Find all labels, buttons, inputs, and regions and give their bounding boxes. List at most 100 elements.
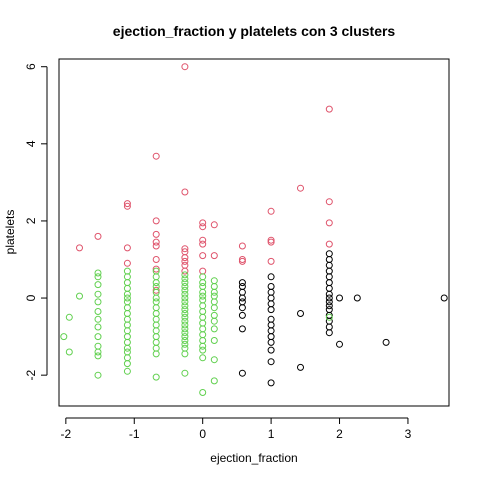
scatter-point-cluster-1 xyxy=(238,304,246,312)
scatter-point-cluster-2 xyxy=(152,230,160,238)
scatter-point-cluster-2 xyxy=(210,252,218,260)
scatter-point-cluster-2 xyxy=(199,267,207,275)
scatter-point-cluster-3 xyxy=(94,273,102,281)
scatter-point-cluster-3 xyxy=(94,352,102,360)
scatter-point-cluster-1 xyxy=(267,306,275,314)
scatter-point-cluster-2 xyxy=(152,242,160,250)
scatter-point-cluster-2 xyxy=(238,242,246,250)
scatter-point-cluster-3 xyxy=(210,277,218,285)
scatter-point-cluster-3 xyxy=(210,298,218,306)
scatter-point-cluster-3 xyxy=(152,327,160,335)
scatter-point-cluster-3 xyxy=(181,325,189,333)
scatter-point-cluster-3 xyxy=(181,290,189,298)
scatter-point-cluster-2 xyxy=(325,105,333,113)
scatter-point-cluster-3 xyxy=(210,283,218,290)
scatter-point-cluster-3 xyxy=(94,342,102,350)
scatter-point-cluster-3 xyxy=(210,356,218,364)
scatter-point-cluster-3 xyxy=(181,286,189,294)
scatter-point-cluster-3 xyxy=(210,317,218,325)
scatter-point-cluster-1 xyxy=(353,294,361,302)
scatter-point-cluster-2 xyxy=(325,240,333,248)
scatter-point-cluster-2 xyxy=(181,267,189,275)
x-tick-label: -2 xyxy=(61,427,72,441)
scatter-point-cluster-3 xyxy=(210,325,218,333)
scatter-point-cluster-2 xyxy=(181,254,189,262)
scatter-point-cluster-2 xyxy=(123,202,131,210)
scatter-point-cluster-3 xyxy=(123,310,131,317)
scatter-point-cluster-3 xyxy=(152,279,160,287)
scatter-point-cluster-3 xyxy=(181,337,189,344)
scatter-point-cluster-3 xyxy=(199,302,207,310)
scatter-point-cluster-3 xyxy=(199,319,207,327)
scatter-point-cluster-1 xyxy=(238,298,246,306)
scatter-point-cluster-3 xyxy=(123,279,131,287)
scatter-point-cluster-3 xyxy=(210,304,218,312)
scatter-point-cluster-3 xyxy=(181,298,189,306)
scatter-point-cluster-2 xyxy=(199,219,207,227)
scatter-point-cluster-2 xyxy=(199,236,207,244)
scatter-point-cluster-1 xyxy=(297,310,304,317)
scatter-point-cluster-2 xyxy=(267,238,275,246)
scatter-point-cluster-3 xyxy=(123,338,131,346)
scatter-point-cluster-3 xyxy=(123,315,131,323)
scatter-point-cluster-2 xyxy=(181,257,189,265)
scatter-point-cluster-1 xyxy=(325,279,333,287)
scatter-point-cluster-3 xyxy=(152,310,160,317)
scatter-point-cluster-3 xyxy=(199,331,207,339)
scatter-point-cluster-3 xyxy=(94,298,102,306)
scatter-point-cluster-3 xyxy=(123,367,131,375)
scatter-point-cluster-3 xyxy=(181,310,189,317)
x-tick-label: 1 xyxy=(268,427,275,441)
scatter-point-cluster-3 xyxy=(199,288,207,296)
scatter-point-cluster-3 xyxy=(210,337,218,344)
scatter-point-cluster-2 xyxy=(325,198,333,206)
scatter-point-cluster-3 xyxy=(181,271,189,279)
data-points xyxy=(60,63,448,396)
scatter-point-cluster-3 xyxy=(210,311,218,319)
scatter-point-cluster-1 xyxy=(325,261,333,269)
scatter-point-cluster-1 xyxy=(267,346,275,354)
scatter-point-cluster-3 xyxy=(94,290,102,298)
scatter-point-cluster-2 xyxy=(152,152,160,160)
scatter-point-cluster-2 xyxy=(181,188,189,196)
scatter-point-cluster-1 xyxy=(267,358,275,366)
scatter-point-cluster-3 xyxy=(181,279,189,287)
scatter-point-cluster-2 xyxy=(123,259,131,267)
x-axis-label: ejection_fraction xyxy=(210,451,297,465)
x-axis: -2 -1 0 1 2 3 xyxy=(61,417,412,441)
scatter-point-cluster-1 xyxy=(325,323,333,331)
scatter-point-cluster-3 xyxy=(76,292,83,300)
scatter-point-cluster-3 xyxy=(123,344,131,352)
scatter-point-cluster-3 xyxy=(94,281,102,289)
scatter-point-cluster-1 xyxy=(336,340,343,348)
scatter-point-cluster-3 xyxy=(181,340,189,348)
scatter-point-cluster-1 xyxy=(238,369,246,377)
scatter-point-cluster-2 xyxy=(152,286,160,294)
scatter-point-cluster-1 xyxy=(325,284,333,292)
scatter-point-cluster-3 xyxy=(123,273,131,281)
scatter-point-cluster-3 xyxy=(152,344,160,352)
scatter-point-cluster-3 xyxy=(181,329,189,337)
scatter-point-cluster-3 xyxy=(65,313,73,321)
scatter-point-cluster-1 xyxy=(325,256,333,263)
y-tick-label: 6 xyxy=(24,63,38,70)
plot-area-border xyxy=(58,58,450,407)
scatter-point-cluster-1 xyxy=(267,294,275,302)
y-tick-label: 0 xyxy=(24,294,38,301)
scatter-point-cluster-1 xyxy=(325,329,333,337)
y-tick-label: 4 xyxy=(24,140,38,147)
scatter-point-cluster-2 xyxy=(181,261,189,269)
scatter-point-cluster-2 xyxy=(94,232,102,240)
scatter-point-cluster-3 xyxy=(123,333,131,341)
scatter-point-cluster-2 xyxy=(152,238,160,246)
scatter-point-cluster-1 xyxy=(382,338,390,346)
scatter-point-cluster-3 xyxy=(94,333,102,341)
scatter-point-cluster-2 xyxy=(238,256,246,263)
scatter-point-cluster-2 xyxy=(199,240,207,248)
x-tick-label: 3 xyxy=(405,427,412,441)
scatter-point-cluster-3 xyxy=(199,292,207,300)
scatter-point-cluster-3 xyxy=(152,350,160,358)
scatter-point-cluster-1 xyxy=(267,379,275,387)
scatter-point-cluster-3 xyxy=(181,350,189,358)
scatter-point-cluster-1 xyxy=(267,315,275,323)
